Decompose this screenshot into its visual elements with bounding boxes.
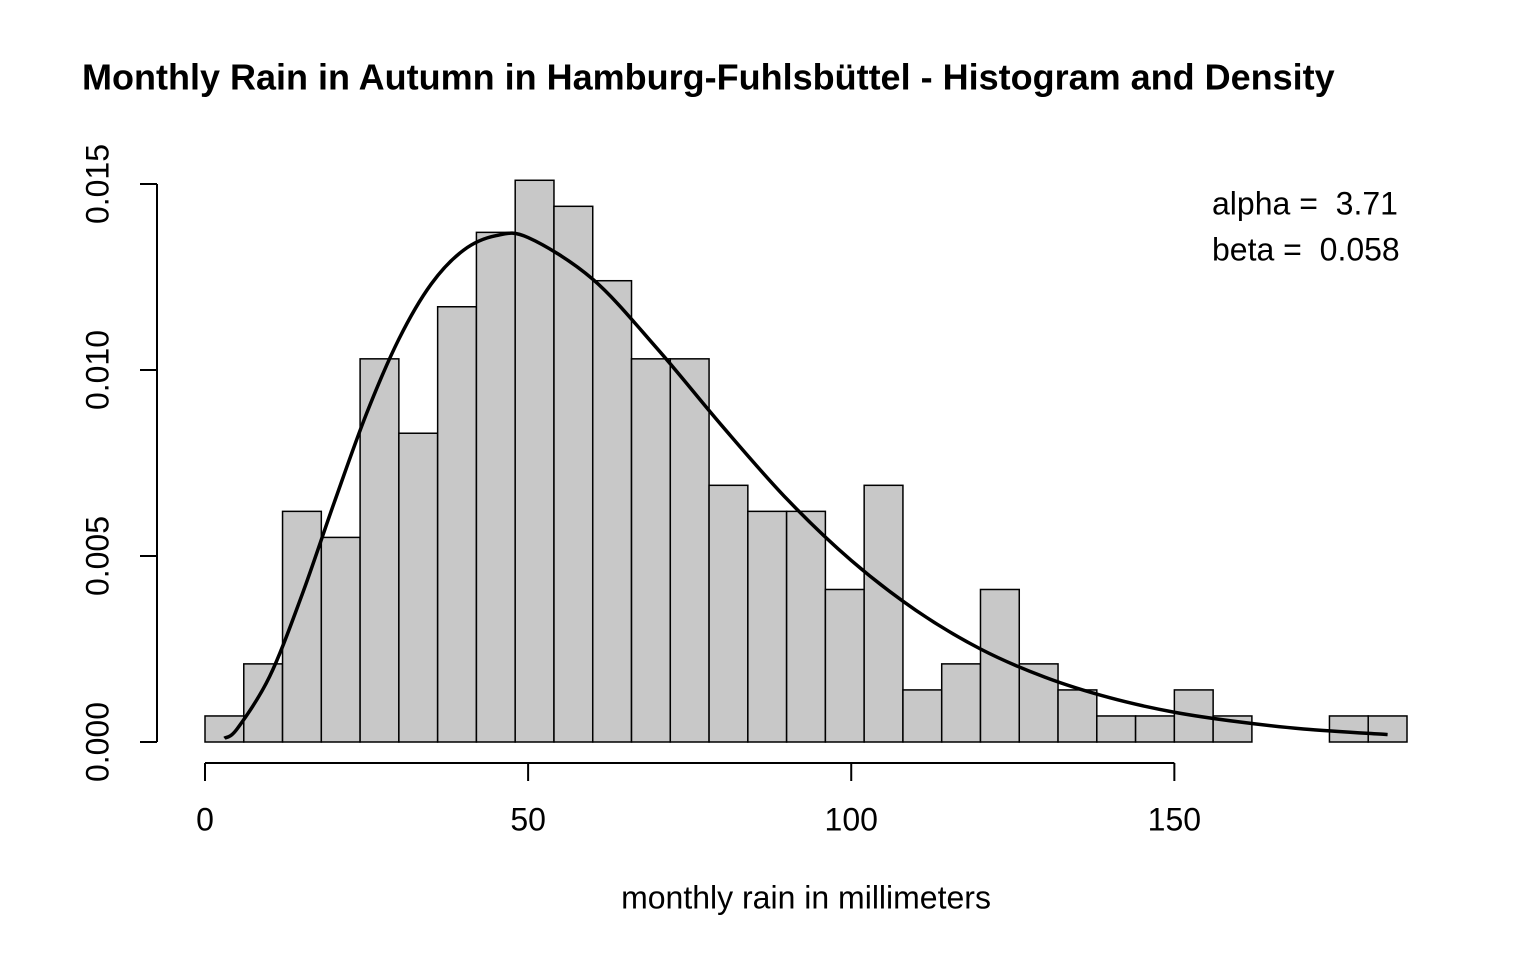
bar (359, 358, 400, 743)
bar (243, 663, 284, 743)
density-curve (223, 231, 1388, 740)
bar (669, 358, 710, 743)
bar (708, 484, 749, 743)
bar (475, 231, 516, 743)
bar (902, 689, 943, 743)
x-tick-label: 0 (196, 801, 214, 837)
annotation: alpha = 3.71 (1212, 185, 1398, 221)
x-tick-label: 50 (510, 801, 546, 837)
x-tick-label: 150 (1148, 801, 1201, 837)
bar (824, 588, 865, 743)
bar (1018, 663, 1059, 743)
annotation: beta = 0.058 (1212, 231, 1400, 267)
bar (863, 484, 904, 743)
bar (1134, 715, 1176, 743)
bar (630, 358, 672, 743)
bar (1096, 715, 1137, 743)
bar (553, 205, 594, 743)
bar (436, 306, 478, 743)
x-axis-label: monthly rain in millimeters (621, 879, 991, 915)
bar (1328, 715, 1369, 743)
bar (1367, 715, 1408, 743)
bar (591, 279, 633, 743)
x-tick-label: 100 (825, 801, 878, 837)
bar (320, 536, 361, 743)
bar (785, 510, 827, 743)
bar (1057, 689, 1098, 743)
y-tick-label: 0.015 (79, 144, 115, 224)
y-tick-label: 0.005 (79, 516, 115, 596)
chart-title: Monthly Rain in Autumn in Hamburg-Fuhlsb… (82, 57, 1335, 98)
bar (940, 663, 982, 743)
bar (514, 179, 555, 743)
bar (747, 510, 788, 743)
bar (398, 432, 439, 743)
y-tick-label: 0.010 (79, 330, 115, 410)
y-tick-label: 0.000 (79, 702, 115, 782)
